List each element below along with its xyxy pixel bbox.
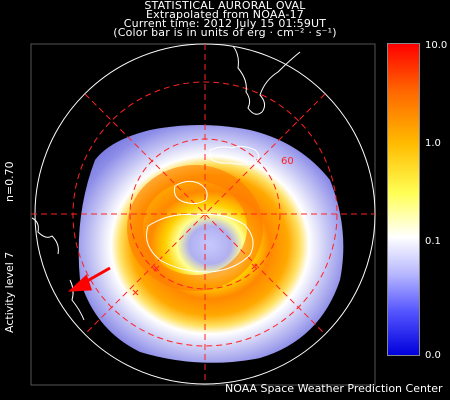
current-time: Current time: 2012 July 15 01:59UT <box>123 17 327 30</box>
latitude-label-60: 60 <box>281 156 294 167</box>
footer-credit: NOAA Space Weather Prediction Center <box>225 382 443 395</box>
activity-level-label: Activity level 7 <box>3 251 16 333</box>
colorbar-tick-0-1: 0.1 <box>425 236 441 247</box>
colorbar-tick-10: 10.0 <box>425 40 448 51</box>
source-subtitle: Extrapolated from NOAA-17 <box>146 8 304 21</box>
colorbar-tick-0: 0.0 <box>425 350 441 361</box>
n-value-label: n=0.70 <box>3 161 16 202</box>
color-bar <box>387 43 420 356</box>
colorbar-units-note: (Color bar is in units of erg · cm⁻² · s… <box>113 26 337 39</box>
colorbar-tick-1: 1.0 <box>425 138 441 149</box>
title: STATISTICAL AURORAL OVAL <box>144 0 306 12</box>
